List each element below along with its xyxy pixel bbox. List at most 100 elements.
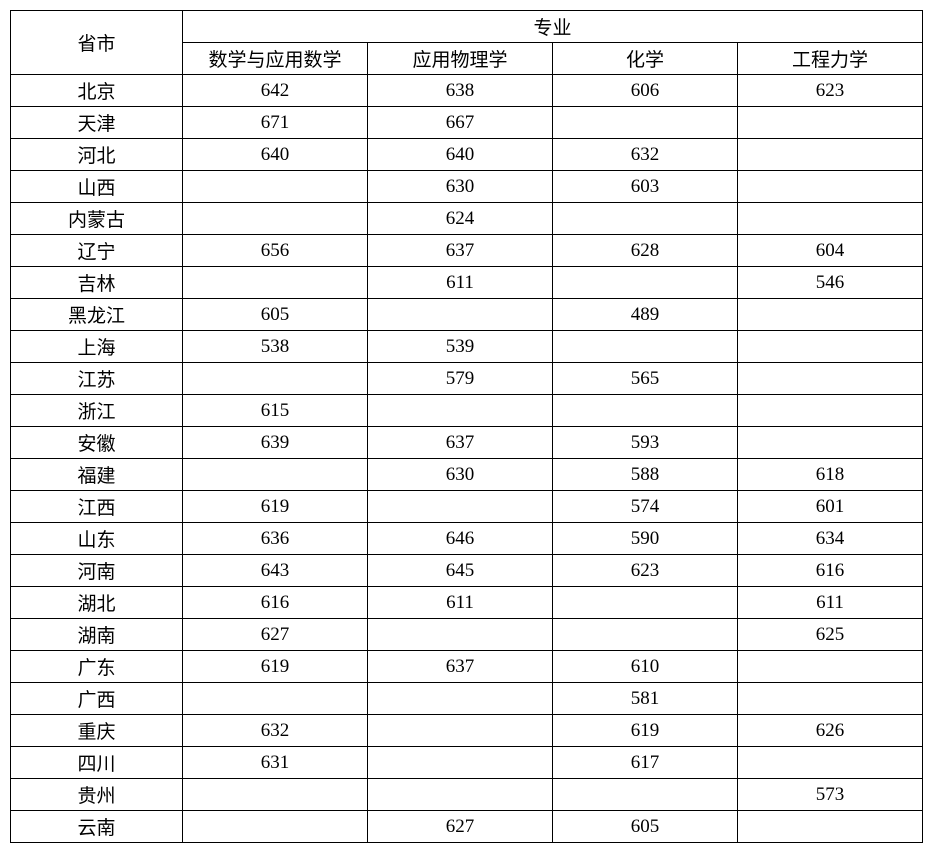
value-cell (738, 139, 923, 171)
province-cell: 广东 (11, 651, 183, 683)
value-cell: 603 (553, 171, 738, 203)
value-cell: 617 (553, 747, 738, 779)
province-cell: 四川 (11, 747, 183, 779)
value-cell (553, 395, 738, 427)
value-cell (553, 267, 738, 299)
value-cell: 671 (183, 107, 368, 139)
value-cell: 640 (368, 139, 553, 171)
value-cell: 618 (738, 459, 923, 491)
value-cell (738, 107, 923, 139)
value-cell (553, 107, 738, 139)
value-cell: 619 (553, 715, 738, 747)
value-cell (553, 619, 738, 651)
value-cell: 539 (368, 331, 553, 363)
value-cell: 611 (368, 587, 553, 619)
value-cell (183, 779, 368, 811)
value-cell: 593 (553, 427, 738, 459)
province-cell: 贵州 (11, 779, 183, 811)
value-cell (553, 587, 738, 619)
value-cell: 573 (738, 779, 923, 811)
value-cell: 637 (368, 427, 553, 459)
table-row: 贵州 573 (11, 779, 923, 811)
table-row: 山东636646590634 (11, 523, 923, 555)
province-cell: 河北 (11, 139, 183, 171)
value-cell: 605 (183, 299, 368, 331)
value-cell: 639 (183, 427, 368, 459)
value-cell: 624 (368, 203, 553, 235)
value-cell: 632 (553, 139, 738, 171)
value-cell: 626 (738, 715, 923, 747)
value-cell (738, 811, 923, 843)
table-row: 内蒙古624 (11, 203, 923, 235)
value-cell: 625 (738, 619, 923, 651)
value-cell (368, 299, 553, 331)
value-cell (183, 171, 368, 203)
value-cell: 642 (183, 75, 368, 107)
value-cell: 627 (183, 619, 368, 651)
value-cell (368, 747, 553, 779)
value-cell: 489 (553, 299, 738, 331)
table-row: 天津671667 (11, 107, 923, 139)
value-cell: 656 (183, 235, 368, 267)
value-cell: 538 (183, 331, 368, 363)
table-row: 浙江615 (11, 395, 923, 427)
value-cell: 590 (553, 523, 738, 555)
value-cell (553, 203, 738, 235)
table-row: 上海538539 (11, 331, 923, 363)
table-row: 重庆632 619626 (11, 715, 923, 747)
value-cell (738, 651, 923, 683)
value-cell (183, 811, 368, 843)
header-major-2: 化学 (553, 43, 738, 75)
province-cell: 安徽 (11, 427, 183, 459)
value-cell (368, 779, 553, 811)
header-major-1: 应用物理学 (368, 43, 553, 75)
value-cell (183, 683, 368, 715)
value-cell (738, 363, 923, 395)
table-row: 福建630588618 (11, 459, 923, 491)
value-cell: 611 (738, 587, 923, 619)
value-cell: 565 (553, 363, 738, 395)
value-cell (183, 203, 368, 235)
value-cell (368, 491, 553, 523)
table-row: 湖南627625 (11, 619, 923, 651)
value-cell: 628 (553, 235, 738, 267)
value-cell: 630 (368, 171, 553, 203)
table-row: 山西630603 (11, 171, 923, 203)
value-cell: 546 (738, 267, 923, 299)
value-cell: 645 (368, 555, 553, 587)
table-row: 北京642638606623 (11, 75, 923, 107)
table-row: 安徽639637593 (11, 427, 923, 459)
province-cell: 天津 (11, 107, 183, 139)
value-cell: 623 (738, 75, 923, 107)
value-cell: 632 (183, 715, 368, 747)
value-cell (738, 171, 923, 203)
value-cell: 634 (738, 523, 923, 555)
header-major-group: 专业 (183, 11, 923, 43)
province-cell: 北京 (11, 75, 183, 107)
table-header: 省市 专业 数学与应用数学 应用物理学 化学 工程力学 (11, 11, 923, 75)
value-cell: 646 (368, 523, 553, 555)
value-cell: 611 (368, 267, 553, 299)
table-row: 广东619637610 (11, 651, 923, 683)
value-cell: 581 (553, 683, 738, 715)
province-cell: 河南 (11, 555, 183, 587)
score-table: 省市 专业 数学与应用数学 应用物理学 化学 工程力学 北京6426386066… (10, 10, 923, 843)
province-cell: 湖北 (11, 587, 183, 619)
value-cell: 579 (368, 363, 553, 395)
table-row: 辽宁656637628604 (11, 235, 923, 267)
value-cell (738, 395, 923, 427)
value-cell (738, 299, 923, 331)
value-cell: 643 (183, 555, 368, 587)
value-cell (368, 715, 553, 747)
value-cell (738, 747, 923, 779)
table-row: 四川631617 (11, 747, 923, 779)
province-cell: 吉林 (11, 267, 183, 299)
value-cell: 615 (183, 395, 368, 427)
value-cell: 616 (738, 555, 923, 587)
value-cell (553, 331, 738, 363)
province-cell: 福建 (11, 459, 183, 491)
value-cell: 623 (553, 555, 738, 587)
value-cell (183, 363, 368, 395)
value-cell (183, 267, 368, 299)
province-cell: 重庆 (11, 715, 183, 747)
